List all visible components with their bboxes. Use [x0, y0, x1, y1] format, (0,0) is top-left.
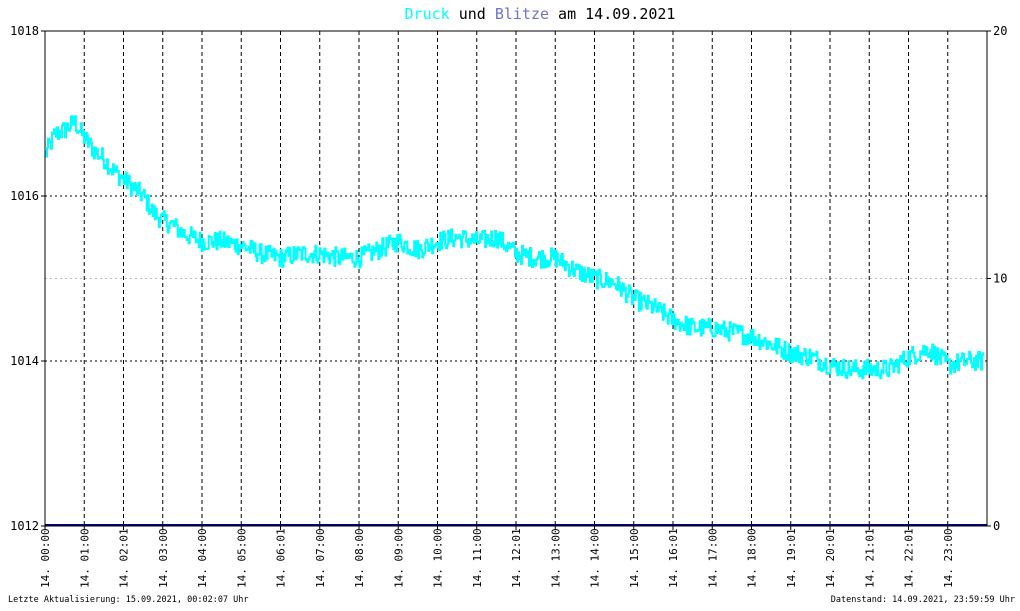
- series-marks: [45, 115, 987, 526]
- x-axis: 14. 00:00 14. 01:00 14. 02:01 14. 03:00 14. …: [39, 526, 955, 588]
- chart-title: Druck und Blitze am 14.09.2021: [405, 5, 676, 23]
- y-right-tick-label: 0: [993, 519, 1000, 533]
- x-tick-label: 14. 17:00: [706, 528, 719, 588]
- x-tick-label: 14. 14:00: [589, 528, 602, 588]
- x-tick-label: 14. 11:00: [471, 528, 484, 588]
- x-tick-label: 14. 18:00: [746, 528, 759, 588]
- x-tick-label: 14. 23:00: [942, 528, 955, 588]
- x-tick-label: 14. 02:01: [118, 528, 131, 588]
- y-right-tick-label: 10: [993, 272, 1007, 286]
- x-tick-label: 14. 01:00: [78, 528, 91, 588]
- x-tick-label: 14. 20:01: [824, 528, 837, 588]
- x-tick-label: 14. 19:01: [785, 528, 798, 588]
- y-left-tick-label: 1014: [10, 354, 39, 368]
- x-tick-label: 14. 15:00: [628, 528, 641, 588]
- x-tick-label: 14. 08:00: [353, 528, 366, 588]
- x-tick-label: 14. 03:00: [157, 528, 170, 588]
- x-tick-label: 14. 22:01: [903, 528, 916, 588]
- x-tick-label: 14. 05:00: [235, 528, 248, 588]
- x-tick-label: 14. 07:00: [314, 528, 327, 588]
- footer-data-status: Datenstand: 14.09.2021, 23:59:59 Uhr: [831, 595, 1015, 605]
- right-axis: 20 10 0: [987, 24, 1007, 533]
- x-tick-label: 14. 12:01: [510, 528, 523, 588]
- series-druck-line: [45, 115, 985, 380]
- x-tick-label: 14. 00:00: [39, 528, 52, 588]
- y-left-tick-label: 1018: [10, 24, 39, 38]
- x-tick-label: 14. 04:00: [196, 528, 209, 588]
- x-tick-label: 14. 13:00: [549, 528, 562, 588]
- x-tick-label: 14. 21:01: [863, 528, 876, 588]
- x-tick-label: 14. 09:00: [392, 528, 405, 588]
- left-axis: 1018 1016 1014 1012: [10, 24, 45, 533]
- title-date: am 14.09.2021: [549, 5, 675, 23]
- x-tick-label: 14. 10:00: [432, 528, 445, 588]
- x-tick-label: 14. 06:01: [275, 528, 288, 588]
- x-tick-label: 14. 16:01: [667, 528, 680, 588]
- y-right-tick-label: 20: [993, 24, 1007, 38]
- footer-last-update: Letzte Aktualisierung: 15.09.2021, 00:02…: [8, 595, 249, 605]
- grid: [45, 31, 987, 526]
- title-druck: Druck: [405, 5, 450, 23]
- title-und: und: [450, 5, 495, 23]
- y-left-tick-label: 1016: [10, 189, 39, 203]
- title-blitze: Blitze: [495, 5, 549, 23]
- y-left-tick-label: 1012: [10, 519, 39, 533]
